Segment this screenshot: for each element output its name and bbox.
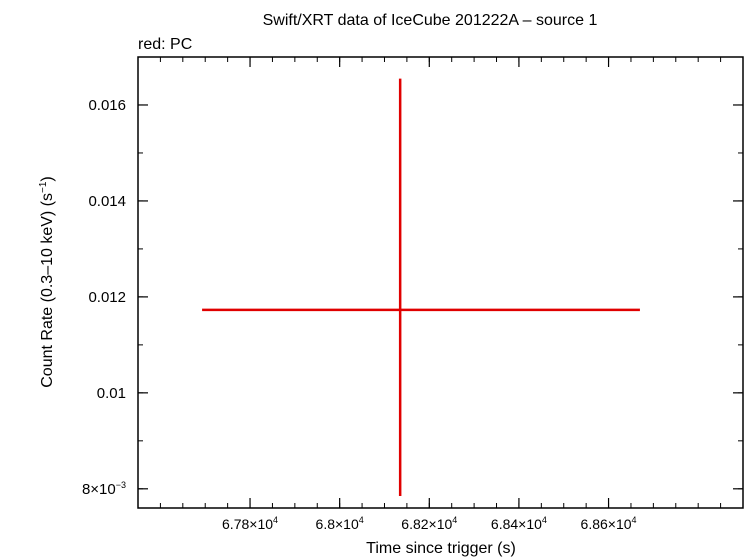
y-axis-label-exp: −1	[38, 181, 49, 193]
major-ticks	[138, 57, 743, 508]
y-tick-label: 0.016	[88, 97, 126, 114]
y-tick-label: 0.014	[88, 193, 126, 210]
x-tick-label: 6.86×104	[581, 515, 637, 532]
minor-ticks	[137, 56, 744, 508]
plot-frame	[137, 56, 744, 509]
y-axis-label-main: Count Rate (0.3–10 keV) (s	[39, 193, 56, 388]
x-axis-label: Time since trigger (s)	[366, 540, 516, 557]
y-tick-label: 0.012	[88, 289, 126, 306]
y-tick-labels: 8×10−3 0.01 0.012 0.014 0.016	[82, 97, 126, 498]
x-tick-label: 6.8×104	[316, 515, 364, 532]
chart-title: Swift/XRT data of IceCube 201222A – sour…	[263, 12, 598, 29]
y-tick-label: 0.01	[97, 385, 126, 402]
series-layer	[202, 78, 640, 497]
y-tick-label: 8×10−3	[82, 480, 126, 498]
y-axis-label-close: )	[39, 176, 56, 181]
x-tick-label: 6.78×104	[222, 515, 278, 532]
chart-subtitle: red: PC	[138, 36, 192, 53]
x-tick-label: 6.84×104	[491, 515, 547, 532]
x-tick-labels: 6.78×104 6.8×104 6.82×104 6.84×104 6.86×104	[222, 515, 637, 532]
y-axis-label: Count Rate (0.3–10 keV) (s−1)	[38, 176, 56, 388]
x-tick-label: 6.82×104	[401, 515, 457, 532]
